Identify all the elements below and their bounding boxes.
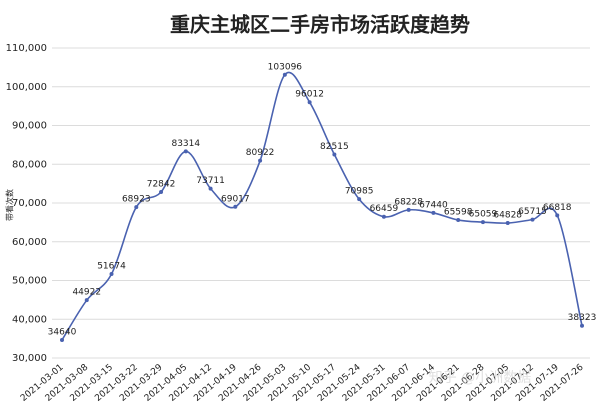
data-label: 68228 — [394, 197, 423, 207]
data-label: 65715 — [518, 207, 547, 217]
data-point — [406, 207, 411, 212]
data-point — [555, 213, 560, 218]
data-point — [456, 218, 461, 223]
data-point — [183, 149, 188, 154]
data-point — [60, 338, 64, 343]
data-label: 70985 — [345, 187, 374, 197]
y-tick-label: 60,000 — [12, 237, 47, 248]
y-tick-label: 40,000 — [12, 314, 47, 325]
data-point — [159, 189, 164, 194]
data-point — [84, 298, 89, 303]
data-label: 65059 — [469, 210, 498, 220]
data-point — [580, 323, 584, 328]
data-label: 67440 — [419, 200, 448, 210]
data-label: 44922 — [72, 288, 101, 298]
data-label: 51674 — [97, 262, 126, 272]
data-label: 96012 — [295, 90, 324, 100]
watermark: 知乎 @小洲数据 — [429, 369, 531, 386]
data-label: 64828 — [493, 211, 522, 221]
data-point — [480, 220, 485, 225]
data-point — [134, 205, 139, 210]
data-point — [109, 272, 114, 277]
data-point — [282, 72, 287, 77]
y-tick-label: 30,000 — [12, 353, 47, 364]
data-point — [357, 197, 362, 202]
y-tick-label: 100,000 — [6, 82, 47, 93]
data-label: 38323 — [568, 313, 597, 323]
y-tick-label: 80,000 — [12, 159, 47, 170]
data-point — [332, 152, 337, 157]
data-label: 68923 — [122, 195, 151, 205]
data-point — [530, 217, 535, 222]
data-point — [431, 210, 436, 215]
y-tick-label: 90,000 — [12, 121, 47, 132]
y-tick-label: 50,000 — [12, 276, 47, 287]
data-label: 103096 — [268, 62, 303, 72]
data-label: 65598 — [444, 208, 473, 218]
y-tick-label: 70,000 — [12, 198, 47, 209]
data-label: 83314 — [171, 139, 200, 149]
data-label: 82515 — [320, 142, 349, 152]
data-point — [381, 214, 386, 219]
y-tick-label: 110,000 — [6, 43, 47, 54]
data-label: 72842 — [147, 179, 176, 189]
data-point — [258, 158, 263, 163]
data-label: 34640 — [48, 328, 77, 338]
series-line — [61, 71, 583, 341]
data-point — [307, 100, 312, 105]
chart-title: 重庆主城区二手房市场活跃度趋势 — [170, 13, 470, 37]
data-point — [505, 221, 510, 226]
data-label: 66818 — [543, 203, 572, 213]
data-label: 66459 — [370, 204, 399, 214]
y-axis-title: 带看次数 — [5, 189, 15, 221]
data-point — [208, 186, 213, 191]
data-point — [233, 204, 238, 209]
data-label: 69017 — [221, 194, 250, 204]
data-label: 80922 — [246, 148, 275, 158]
data-label: 73711 — [196, 176, 225, 186]
